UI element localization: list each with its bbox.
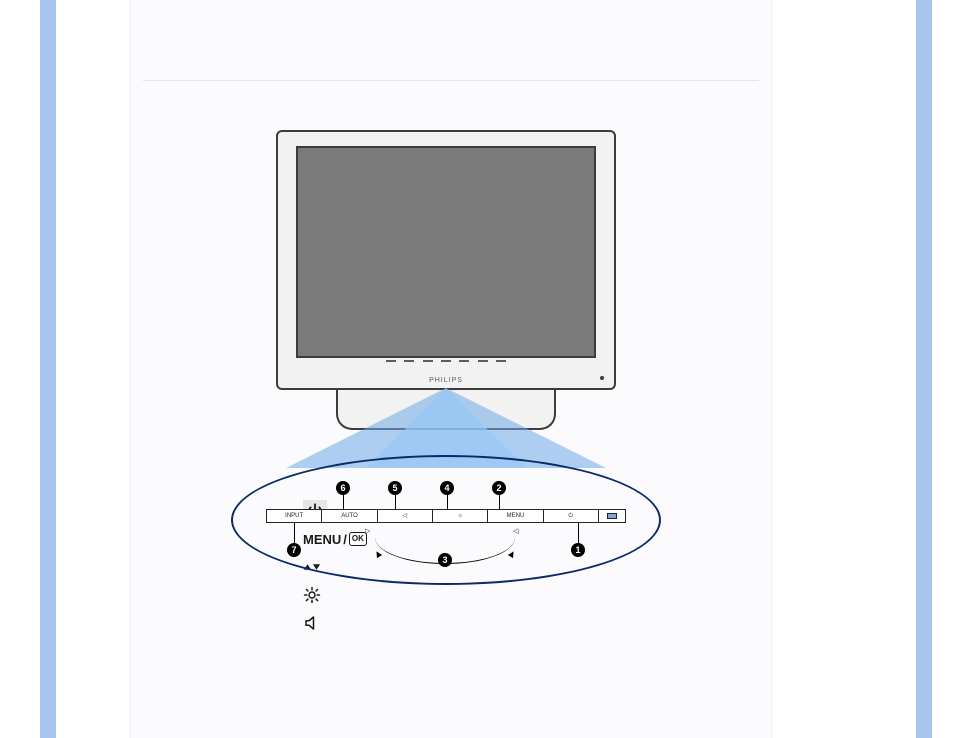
strip-seg-menu: MENU bbox=[488, 510, 543, 522]
callout-4: 4 bbox=[440, 481, 454, 495]
callout-5: 5 bbox=[388, 481, 402, 495]
strip-label-power: ⏻ bbox=[568, 513, 573, 519]
strip-seg-auto: AUTO bbox=[322, 510, 377, 522]
zoom-ellipse: INPUT AUTO ◁ ☼ MENU ⏻ ▷ ◁ 6 5 4 bbox=[231, 455, 661, 585]
callout-2: 2 bbox=[492, 481, 506, 495]
page: PHILIPS INPUT AUTO ◁ ☼ MENU ⏻ bbox=[0, 0, 954, 738]
monitor-button-row-tiny bbox=[386, 360, 506, 363]
lead-5 bbox=[395, 495, 396, 509]
strip-seg-input: INPUT bbox=[267, 510, 322, 522]
callout-6: 6 bbox=[336, 481, 350, 495]
strip-seg-power: ⏻ bbox=[544, 510, 599, 522]
strip-label-input: INPUT bbox=[285, 513, 303, 519]
strip-seg-vol: ◁ bbox=[378, 510, 433, 522]
callout-3: 3 bbox=[438, 553, 452, 567]
lead-7 bbox=[294, 523, 295, 543]
legend-row-speaker bbox=[303, 612, 351, 634]
legend-row-brightness bbox=[303, 584, 351, 606]
strip-below-left: ▷ bbox=[365, 527, 370, 535]
lead-6 bbox=[343, 495, 344, 509]
monitor-power-led bbox=[600, 376, 604, 380]
lead-4 bbox=[447, 495, 448, 509]
lead-2 bbox=[499, 495, 500, 509]
monitor-brand-label: PHILIPS bbox=[429, 377, 463, 384]
callout-1: 1 bbox=[571, 543, 585, 557]
strip-label-auto: AUTO bbox=[341, 513, 358, 519]
left-accent-bar bbox=[40, 0, 56, 738]
monitor-chin: PHILIPS bbox=[278, 360, 614, 388]
right-accent-bar bbox=[916, 0, 932, 738]
lead-1 bbox=[578, 523, 579, 543]
strip-seg-led bbox=[599, 510, 625, 522]
monitor-screen bbox=[296, 146, 596, 358]
front-button-strip: INPUT AUTO ◁ ☼ MENU ⏻ bbox=[266, 509, 626, 523]
strip-label-menu: MENU bbox=[507, 513, 525, 519]
callout-7: 7 bbox=[287, 543, 301, 557]
content-column: PHILIPS INPUT AUTO ◁ ☼ MENU ⏻ bbox=[130, 0, 772, 738]
strip-seg-bright: ☼ bbox=[433, 510, 488, 522]
monitor-body: PHILIPS bbox=[276, 130, 616, 390]
monitor-illustration: PHILIPS INPUT AUTO ◁ ☼ MENU ⏻ bbox=[276, 130, 616, 430]
horizontal-rule bbox=[143, 80, 759, 81]
strip-label-bright: ☼ bbox=[457, 513, 463, 519]
strip-label-vol: ◁ bbox=[403, 513, 408, 519]
brightness-icon bbox=[303, 586, 351, 604]
speaker-icon bbox=[303, 614, 351, 632]
